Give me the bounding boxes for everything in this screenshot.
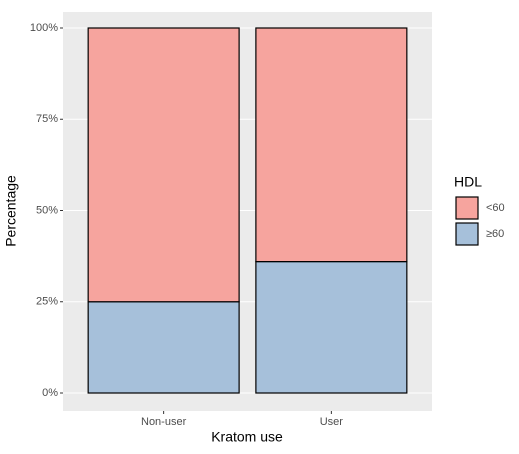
legend-key [455, 196, 479, 220]
bar-segment [87, 301, 240, 394]
legend-label: <60 [486, 202, 505, 214]
x-tick-label: User [320, 416, 344, 428]
y-tick-label: 25% [36, 296, 58, 308]
legend-label: ≥60 [486, 228, 504, 240]
x-tick-label: Non-user [141, 416, 187, 428]
legend-title: HDL [454, 174, 482, 190]
y-axis-title: Percentage [3, 175, 19, 247]
bar-segment [87, 27, 240, 303]
bar-segment [255, 261, 408, 394]
y-tick-label: 100% [30, 22, 58, 34]
x-axis-title: Kratom use [211, 429, 283, 445]
legend-key [455, 222, 479, 246]
y-tick-label: 75% [36, 113, 58, 125]
y-tick-label: 0% [42, 387, 58, 399]
bar-segment [255, 27, 408, 263]
y-tick-label: 50% [36, 204, 58, 216]
